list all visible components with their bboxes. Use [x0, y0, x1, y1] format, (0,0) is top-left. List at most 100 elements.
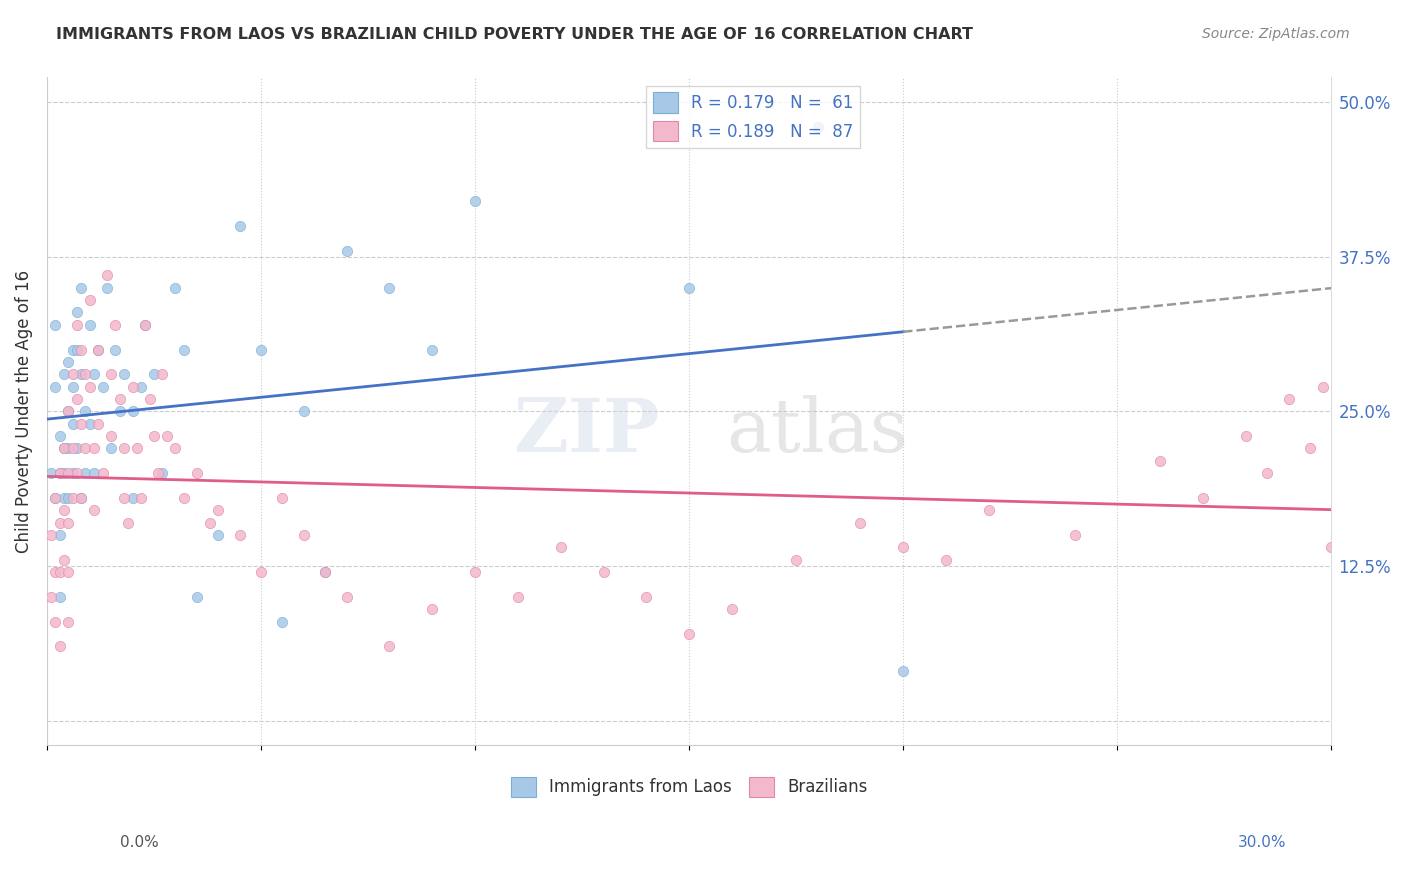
- Point: [58, 615, 80, 629]
- Point: [44, 379, 66, 393]
- Point: [44, 318, 66, 332]
- Point: [48, 590, 70, 604]
- Point: [75, 368, 97, 382]
- Point: [121, 379, 143, 393]
- Point: [142, 368, 165, 382]
- Point: [112, 368, 135, 382]
- Point: [117, 516, 139, 530]
- Point: [70, 281, 93, 295]
- Point: [420, 602, 443, 616]
- Point: [62, 442, 84, 456]
- Point: [129, 491, 152, 505]
- Point: [96, 281, 118, 295]
- Point: [83, 466, 105, 480]
- Point: [336, 244, 359, 258]
- Point: [173, 491, 195, 505]
- Point: [1278, 392, 1301, 406]
- Point: [198, 516, 221, 530]
- Point: [70, 491, 93, 505]
- Point: [207, 528, 229, 542]
- Point: [66, 305, 89, 319]
- Point: [53, 491, 76, 505]
- Text: IMMIGRANTS FROM LAOS VS BRAZILIAN CHILD POVERTY UNDER THE AGE OF 16 CORRELATION : IMMIGRANTS FROM LAOS VS BRAZILIAN CHILD …: [56, 27, 973, 42]
- Point: [156, 429, 179, 443]
- Point: [100, 368, 122, 382]
- Point: [53, 466, 76, 480]
- Point: [336, 590, 359, 604]
- Point: [1329, 355, 1351, 369]
- Point: [87, 343, 110, 357]
- Point: [58, 442, 80, 456]
- Point: [721, 602, 744, 616]
- Point: [39, 528, 62, 542]
- Point: [48, 466, 70, 480]
- Point: [271, 491, 294, 505]
- Point: [53, 553, 76, 567]
- Point: [378, 281, 401, 295]
- Point: [62, 466, 84, 480]
- Point: [138, 392, 160, 406]
- Point: [79, 318, 101, 332]
- Point: [142, 429, 165, 443]
- Point: [91, 379, 114, 393]
- Point: [134, 318, 156, 332]
- Text: 0.0%: 0.0%: [120, 836, 159, 850]
- Point: [420, 343, 443, 357]
- Point: [44, 491, 66, 505]
- Point: [125, 442, 148, 456]
- Point: [70, 343, 93, 357]
- Point: [464, 565, 486, 579]
- Point: [83, 442, 105, 456]
- Point: [62, 417, 84, 431]
- Point: [121, 404, 143, 418]
- Point: [636, 590, 658, 604]
- Point: [48, 640, 70, 654]
- Legend: Immigrants from Laos, Brazilians: Immigrants from Laos, Brazilians: [505, 770, 875, 804]
- Point: [44, 565, 66, 579]
- Point: [83, 503, 105, 517]
- Point: [807, 120, 830, 134]
- Point: [75, 404, 97, 418]
- Point: [292, 404, 315, 418]
- Point: [292, 528, 315, 542]
- Point: [58, 491, 80, 505]
- Point: [1312, 379, 1334, 393]
- Point: [1234, 429, 1257, 443]
- Point: [66, 442, 89, 456]
- Point: [314, 565, 336, 579]
- Point: [152, 466, 174, 480]
- Point: [592, 565, 614, 579]
- Point: [506, 590, 529, 604]
- Point: [678, 627, 700, 641]
- Point: [935, 553, 957, 567]
- Point: [62, 368, 84, 382]
- Point: [186, 590, 208, 604]
- Point: [48, 429, 70, 443]
- Point: [87, 417, 110, 431]
- Point: [62, 379, 84, 393]
- Point: [165, 281, 187, 295]
- Point: [1063, 528, 1085, 542]
- Y-axis label: Child Poverty Under the Age of 16: Child Poverty Under the Age of 16: [15, 269, 32, 553]
- Point: [48, 565, 70, 579]
- Point: [58, 565, 80, 579]
- Point: [66, 466, 89, 480]
- Point: [100, 442, 122, 456]
- Point: [250, 343, 273, 357]
- Point: [134, 318, 156, 332]
- Point: [108, 404, 131, 418]
- Point: [79, 379, 101, 393]
- Point: [96, 268, 118, 283]
- Text: atlas: atlas: [727, 395, 908, 468]
- Point: [108, 392, 131, 406]
- Point: [977, 503, 1000, 517]
- Point: [1320, 541, 1343, 555]
- Point: [79, 293, 101, 307]
- Point: [58, 516, 80, 530]
- Text: 30.0%: 30.0%: [1239, 836, 1286, 850]
- Point: [228, 219, 250, 233]
- Point: [271, 615, 294, 629]
- Point: [173, 343, 195, 357]
- Point: [48, 466, 70, 480]
- Point: [62, 491, 84, 505]
